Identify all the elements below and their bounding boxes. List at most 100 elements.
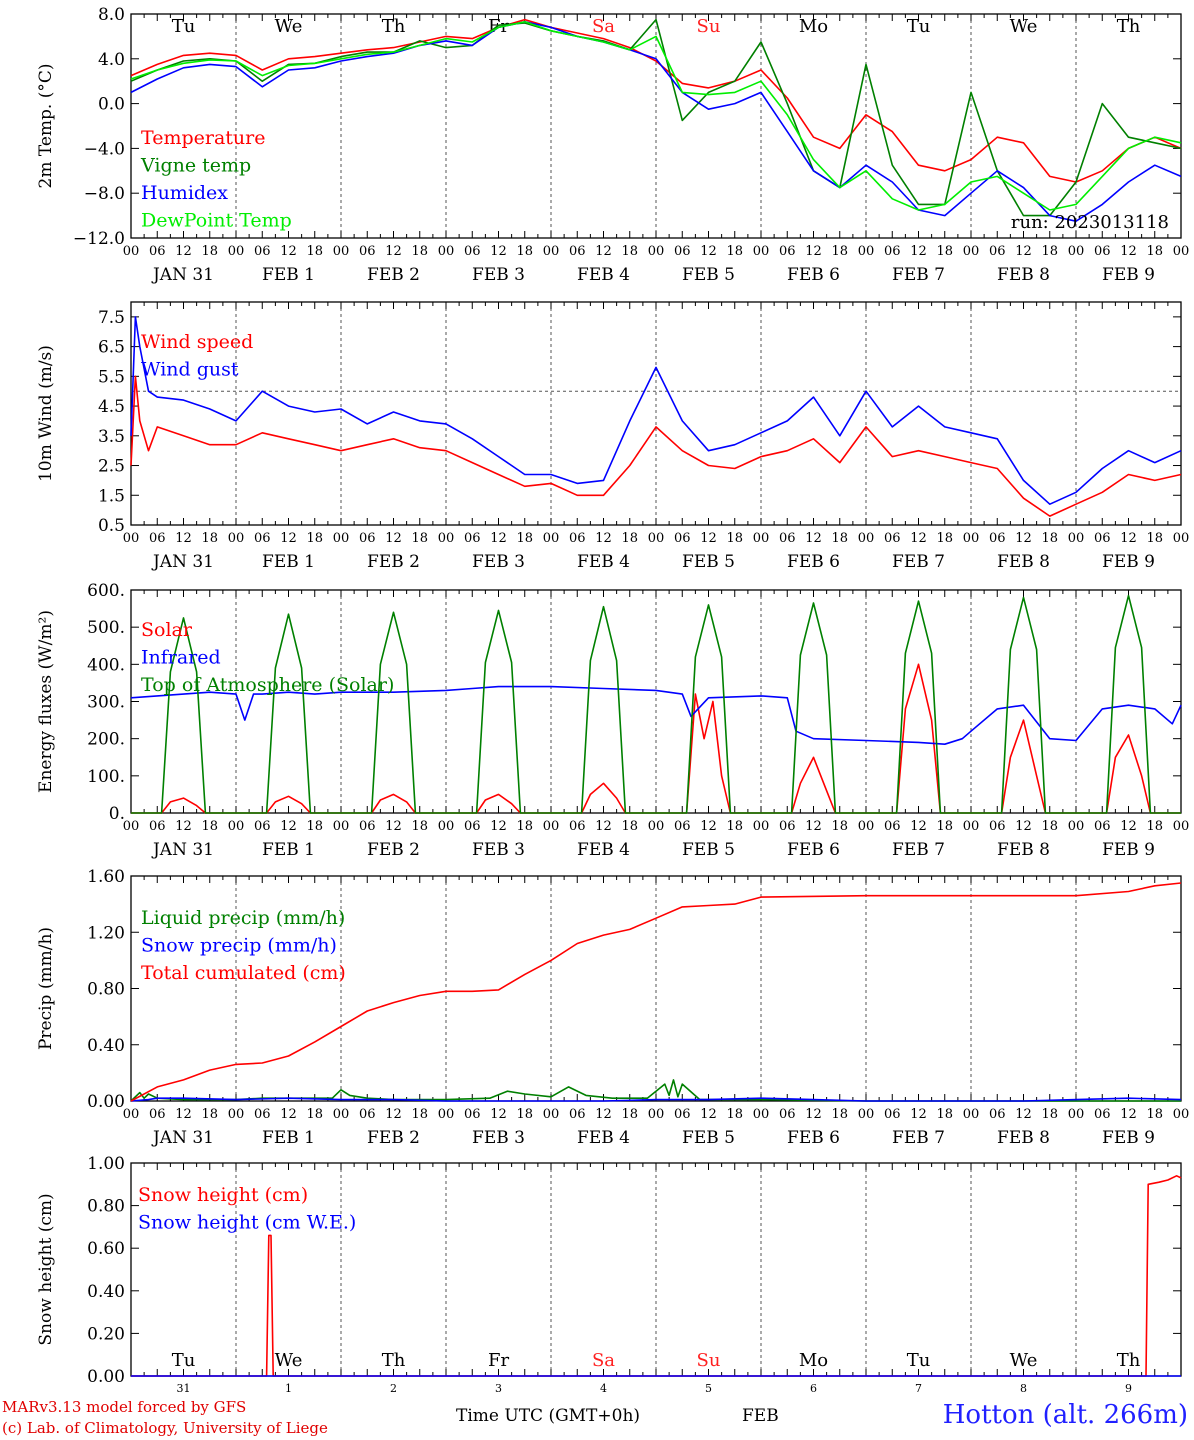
- x-date-label: JAN 31: [151, 265, 214, 285]
- x-hour-label: 12: [910, 1107, 927, 1122]
- y-tick-label: 8.0: [98, 5, 125, 25]
- x-hour-label: 18: [1146, 819, 1163, 834]
- weekday-label: Sa: [592, 1350, 615, 1371]
- y-axis-label: Energy fluxes (W/m²): [36, 610, 56, 793]
- day-number-label: 31: [177, 1382, 191, 1395]
- legend-entry: Snow precip (mm/h): [141, 935, 337, 957]
- x-date-label: FEB 9: [1102, 1128, 1155, 1148]
- x-hour-label: 06: [884, 244, 901, 259]
- x-hour-label: 18: [936, 1107, 953, 1122]
- x-hour-label: 12: [490, 244, 507, 259]
- x-hour-label: 06: [569, 244, 586, 259]
- x-hour-label: 06: [569, 819, 586, 834]
- x-date-label: FEB 7: [892, 552, 945, 572]
- x-hour-label: 18: [516, 531, 533, 546]
- day-number-label: 9: [1125, 1382, 1132, 1395]
- x-hour-label: 18: [411, 819, 428, 834]
- x-hour-label: 06: [569, 1107, 586, 1122]
- x-hour-label: 12: [1120, 1107, 1137, 1122]
- x-hour-label: 12: [805, 1107, 822, 1122]
- x-hour-label: 12: [175, 244, 192, 259]
- y-axis-label: 10m Wind (m/s): [36, 345, 56, 482]
- weekday-label: Tu: [172, 1350, 196, 1371]
- x-hour-label: 06: [989, 531, 1006, 546]
- x-hour-label: 00: [333, 244, 350, 259]
- x-hour-label: 18: [1146, 244, 1163, 259]
- x-hour-label: 00: [753, 244, 770, 259]
- x-date-label: FEB 7: [892, 840, 945, 860]
- x-hour-label: 06: [359, 531, 376, 546]
- x-date-label: JAN 31: [151, 1128, 214, 1148]
- x-hour-label: 06: [1094, 819, 1111, 834]
- x-date-label: FEB 3: [472, 552, 525, 572]
- x-hour-label: 12: [490, 819, 507, 834]
- x-hour-label: 06: [779, 531, 796, 546]
- x-hour-label: 00: [333, 819, 350, 834]
- x-hour-label: 06: [254, 1107, 271, 1122]
- legend-entry: Snow height (cm W.E.): [138, 1212, 356, 1234]
- day-number-label: 4: [600, 1382, 607, 1395]
- x-hour-label: 12: [385, 531, 402, 546]
- x-hour-label: 06: [884, 1107, 901, 1122]
- x-hour-label: 00: [648, 531, 665, 546]
- weekday-label: Th: [382, 16, 406, 37]
- x-hour-label: 18: [936, 244, 953, 259]
- x-hour-label: 12: [805, 244, 822, 259]
- x-hour-label: 00: [1173, 244, 1190, 259]
- x-hour-label: 18: [831, 531, 848, 546]
- legend-entry: Temperature: [141, 127, 265, 149]
- x-hour-label: 06: [359, 244, 376, 259]
- x-hour-label: 00: [1173, 1107, 1190, 1122]
- x-hour-label: 06: [464, 531, 481, 546]
- x-hour-label: 18: [201, 244, 218, 259]
- x-hour-label: 12: [175, 819, 192, 834]
- run-annotation: run: 2023013118: [1011, 212, 1169, 233]
- x-date-label: FEB 6: [787, 840, 840, 860]
- series-line: [130, 20, 1182, 222]
- x-hour-label: 12: [910, 531, 927, 546]
- x-hour-label: 18: [201, 819, 218, 834]
- y-tick-label: 0.: [109, 804, 125, 824]
- x-date-label: FEB 4: [577, 265, 630, 285]
- x-hour-label: 12: [385, 244, 402, 259]
- x-hour-label: 06: [149, 819, 166, 834]
- x-hour-label: 12: [1015, 1107, 1032, 1122]
- x-date-label: FEB 9: [1102, 265, 1155, 285]
- x-hour-label: 12: [700, 1107, 717, 1122]
- x-hour-label: 12: [1120, 819, 1137, 834]
- x-hour-label: 18: [1041, 819, 1058, 834]
- weekday-label: We: [275, 1350, 303, 1371]
- plot-frame: [130, 301, 1182, 526]
- x-date-label: FEB 9: [1102, 552, 1155, 572]
- x-hour-label: 00: [858, 244, 875, 259]
- y-tick-label: 0.80: [87, 1197, 125, 1217]
- x-hour-label: 00: [228, 531, 245, 546]
- x-hour-label: 00: [1173, 819, 1190, 834]
- x-date-label: FEB 7: [892, 265, 945, 285]
- x-date-label: FEB 2: [367, 840, 420, 860]
- legend-entry: DewPoint Temp: [141, 210, 292, 232]
- x-hour-label: 00: [1068, 531, 1085, 546]
- x-date-label: FEB 8: [997, 1128, 1050, 1148]
- x-hour-label: 06: [779, 1107, 796, 1122]
- weekday-label: Su: [697, 1350, 721, 1371]
- x-hour-label: 06: [779, 244, 796, 259]
- y-tick-label: 0.20: [87, 1324, 125, 1344]
- weekday-label: Tu: [907, 16, 931, 37]
- x-hour-label: 00: [333, 531, 350, 546]
- x-hour-label: 18: [621, 1107, 638, 1122]
- y-tick-label: 0.40: [87, 1036, 125, 1056]
- x-hour-label: 00: [438, 244, 455, 259]
- weekday-label: Tu: [172, 16, 196, 37]
- day-number-label: 7: [915, 1382, 922, 1395]
- x-date-label: FEB 1: [262, 1128, 315, 1148]
- y-tick-label: 0.00: [87, 1367, 125, 1387]
- x-hour-label: 06: [884, 531, 901, 546]
- x-hour-label: 12: [1015, 819, 1032, 834]
- x-date-label: FEB 2: [367, 552, 420, 572]
- x-hour-label: 12: [385, 1107, 402, 1122]
- x-hour-label: 00: [228, 1107, 245, 1122]
- x-hour-label: 00: [543, 819, 560, 834]
- day-number-label: 8: [1020, 1382, 1027, 1395]
- x-hour-label: 12: [700, 244, 717, 259]
